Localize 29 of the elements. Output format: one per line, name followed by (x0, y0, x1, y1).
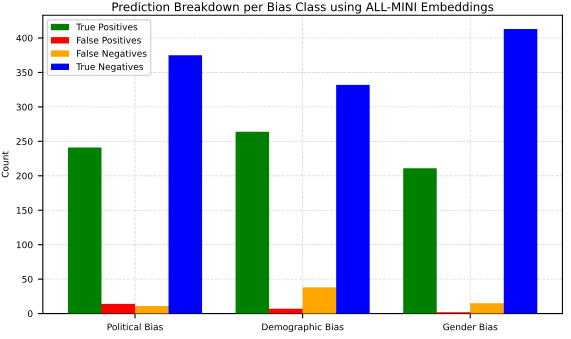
bar (68, 148, 102, 314)
x-tick-label: Gender Bias (443, 323, 498, 330)
chart-title: Prediction Breakdown per Bias Class using ALL-MINI Embeddings (112, 2, 494, 14)
y-tick-label: 0 (28, 310, 33, 318)
y-tick-label: 50 (22, 276, 33, 283)
y-tick-label: 150 (16, 206, 33, 214)
bar (336, 84, 370, 314)
y-tick-label: 400 (16, 34, 33, 42)
bar (236, 132, 270, 314)
legend-label: True Negatives (76, 63, 144, 72)
y-tick-label: 300 (16, 104, 33, 110)
legend-label: False Negatives (77, 50, 147, 59)
x-tick-label: Political Bias (108, 323, 163, 330)
bar (135, 306, 169, 314)
bar (269, 308, 303, 314)
y-axis-title: Count (2, 151, 9, 178)
y-tick-label: 350 (16, 69, 33, 76)
bar (504, 29, 538, 314)
bar (101, 304, 136, 314)
y-tick-label: 100 (16, 241, 33, 248)
bar (403, 168, 437, 314)
y-tick-label: 200 (16, 172, 33, 180)
y-tick-label: 250 (16, 138, 33, 145)
bar (302, 287, 336, 314)
bar (470, 303, 504, 314)
x-tick-label: Demographic Bias (262, 323, 344, 332)
legend-label: True Positives (76, 23, 138, 30)
bar (168, 55, 202, 314)
legend-label: False Positives (77, 36, 141, 44)
